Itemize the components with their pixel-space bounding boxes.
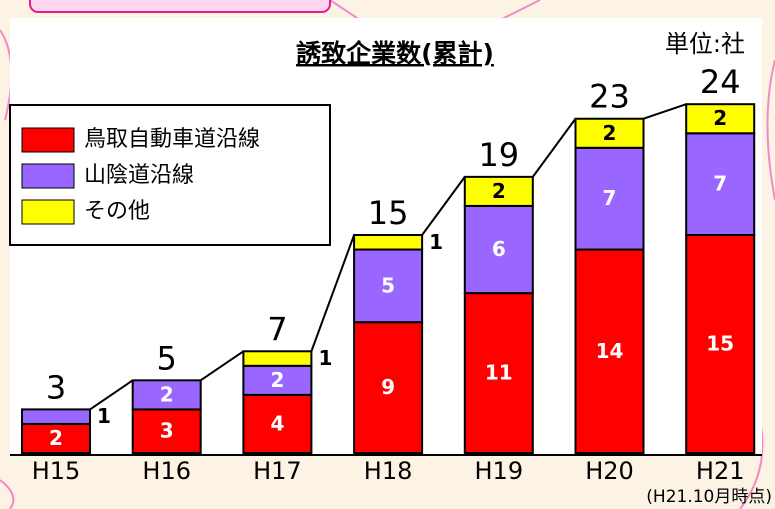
bar-segment: [242, 393, 313, 455]
bar-segment: [685, 103, 756, 135]
x-tick-label: H21: [696, 457, 745, 485]
value-label: 5: [381, 273, 395, 297]
total-label: 15: [368, 194, 409, 232]
header-box: [29, 0, 331, 13]
bar-segment: [574, 117, 645, 149]
value-label: 2: [603, 121, 617, 145]
legend-swatch: [21, 199, 75, 225]
legend-label: 山陰道沿線: [84, 163, 194, 188]
value-label: 9: [381, 375, 395, 399]
connector-line: [643, 103, 687, 120]
value-label: 2: [160, 382, 174, 406]
x-tick-label: H20: [585, 457, 634, 485]
legend-swatch: [21, 127, 75, 153]
value-label: 7: [713, 172, 727, 196]
value-label: 14: [596, 339, 624, 363]
bar-segment: [685, 132, 756, 236]
bar-segment: [353, 248, 424, 324]
x-tick-label: H16: [142, 457, 191, 485]
total-label: 23: [589, 78, 630, 116]
value-label: 6: [492, 237, 506, 261]
total-label: 24: [700, 63, 741, 101]
x-tick-label: H19: [475, 457, 524, 485]
legend-label: その他: [84, 199, 150, 224]
total-label: 5: [157, 339, 177, 377]
note: (H21.10月時点): [646, 487, 772, 507]
bar-segment: [463, 175, 534, 207]
connector-line: [310, 234, 356, 352]
value-label: 2: [492, 179, 506, 203]
bar-segment: [353, 234, 424, 251]
bar-segment: [463, 292, 534, 454]
value-label: 1: [318, 346, 332, 370]
bar-segment: [131, 379, 202, 411]
bar-segment: [131, 408, 202, 454]
connector-line: [89, 379, 134, 411]
value-label: 2: [270, 368, 284, 392]
value-label: 2: [49, 426, 63, 450]
value-label: 1: [97, 404, 111, 428]
total-label: 3: [46, 368, 66, 406]
x-tick-label: H17: [253, 457, 302, 485]
value-label: 7: [603, 186, 617, 210]
connector-line: [200, 350, 244, 382]
bar-segment: [574, 248, 645, 454]
x-tick-label: H18: [364, 457, 413, 485]
value-label: 1: [429, 230, 443, 254]
unit-label: 単位:社: [665, 30, 745, 58]
bar-segment: [353, 321, 424, 455]
value-label: 15: [706, 332, 734, 356]
bar-segment: [21, 408, 91, 425]
total-label: 19: [478, 136, 519, 174]
connector-line: [421, 176, 466, 236]
x-tick-label: H15: [32, 457, 81, 485]
bar-segment: [242, 350, 313, 367]
bar-segment: [242, 364, 313, 396]
bar-segment: [463, 204, 534, 295]
value-label: 4: [270, 411, 284, 435]
bar-segment: [574, 146, 645, 251]
value-label: 2: [713, 106, 727, 130]
chart-title: 誘致企業数(累計): [296, 39, 494, 68]
legend-swatch: [21, 163, 75, 189]
value-label: 11: [485, 361, 513, 385]
total-label: 7: [267, 310, 287, 348]
value-label: 3: [160, 419, 174, 443]
connector-line: [531, 118, 577, 178]
legend-label: 鳥取自動車道沿線: [84, 127, 260, 152]
